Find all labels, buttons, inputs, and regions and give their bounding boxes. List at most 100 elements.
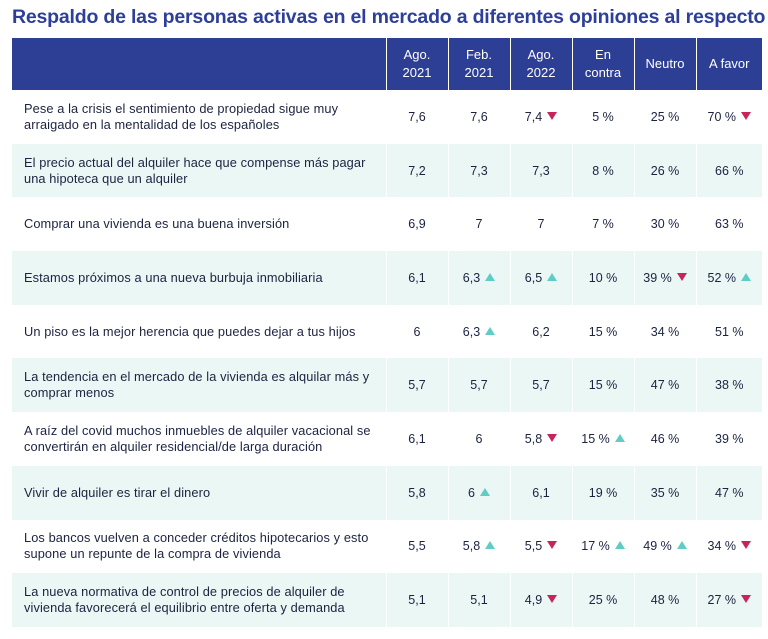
trend-up-icon [676,541,687,550]
cell-value: 51 % [715,324,744,339]
statement-cell: El precio actual del alquiler hace que c… [12,143,387,198]
cell-ago-2021: 7,6 [386,90,449,144]
cell-feb-2021: 5,8 [448,519,511,574]
cell-en-contra: 8 % [572,143,635,198]
table-row: A raíz del covid muchos inmuebles de alq… [12,412,762,466]
cell-en-contra: 7 % [572,197,635,252]
cell-value: 8 % [592,163,614,178]
cell-value: 6 [413,324,421,339]
cell-value: 47 % [715,485,744,500]
trend-up-icon [485,541,496,550]
cell-ago-2021: 6,9 [386,197,449,252]
cell-ago-2021: 7,2 [386,143,449,198]
table-header: Ago. 2021 Feb. 2021 Ago. 2022 En contra Neu… [12,38,762,90]
statement-cell: Un piso es la mejor herencia que puedes … [12,304,387,359]
cell-value: 7,3 [532,163,550,178]
cell-value: 6,3 [462,324,481,339]
header-neutro: Neutro [634,38,697,90]
trend-up-icon [485,326,496,335]
cell-value: 5,5 [524,539,543,554]
trend-up-icon [741,272,751,281]
cell-value: 5,1 [470,593,488,608]
cell-value: 7,2 [408,163,426,178]
cell-a-favor: 51 % [696,304,762,359]
cell-value: 5,5 [408,539,426,554]
trend-down-icon [547,595,558,604]
cell-value: 26 % [650,163,680,178]
cell-en-contra: 15 % [572,304,635,359]
cell-feb-2021: 5,7 [448,358,511,413]
cell-value: 6,1 [408,270,426,285]
cell-ago-2022: 7,4 [510,90,573,144]
cell-value: 7,4 [524,109,543,124]
cell-value: 47 % [650,378,680,393]
trend-up-icon [614,541,625,550]
header-ago-2021: Ago. 2021 [386,38,449,90]
statement-cell: A raíz del covid muchos inmuebles de alq… [12,412,387,466]
cell-value: 63 % [715,217,744,232]
cell-value: 4,9 [524,593,543,608]
cell-ago-2022: 6,2 [510,304,573,359]
cell-value: 5,1 [408,593,426,608]
cell-a-favor: 70 % [696,90,762,144]
cell-ago-2022: 5,8 [510,412,573,466]
trend-up-icon [479,487,490,496]
cell-ago-2022: 4,9 [510,573,573,627]
cell-value: 5,7 [470,378,488,393]
cell-value: 7,6 [408,109,426,124]
table-row: Comprar una vivienda es una buena invers… [12,197,762,252]
trend-down-icon [741,541,751,550]
cell-a-favor: 52 % [696,251,762,305]
cell-neutro: 48 % [634,573,697,627]
cell-value: 15 % [588,378,618,393]
header-row: Ago. 2021 Feb. 2021 Ago. 2022 En contra Neu… [12,38,762,90]
table-row: La tendencia en el mercado de la viviend… [12,358,762,413]
cell-value: 6 [468,485,475,500]
cell-value: 7,6 [470,109,488,124]
cell-a-favor: 63 % [696,197,762,252]
cell-a-favor: 34 % [696,519,762,574]
header-ago-2022: Ago. 2022 [510,38,573,90]
cell-value: 5,8 [462,539,481,554]
trend-down-icon [676,272,687,281]
cell-a-favor: 66 % [696,143,762,198]
cell-ago-2021: 5,8 [386,465,449,520]
cell-neutro: 47 % [634,358,697,413]
cell-value: 5,7 [532,378,550,393]
cell-en-contra: 15 % [572,412,635,466]
cell-value: 15 % [588,324,618,339]
header-en-contra: En contra [572,38,635,90]
cell-a-favor: 27 % [696,573,762,627]
opinions-table: Ago. 2021 Feb. 2021 Ago. 2022 En contra Neu… [12,38,762,627]
cell-en-contra: 25 % [572,573,635,627]
cell-value: 6,9 [408,217,426,232]
statement-cell: Pese a la crisis el sentimiento de propi… [12,90,387,144]
statement-cell: Estamos próximos a una nueva burbuja inm… [12,251,387,305]
cell-value: 34 % [707,539,737,554]
cell-value: 6,5 [524,270,543,285]
cell-value: 6 [475,431,483,446]
cell-value: 25 % [588,593,618,608]
cell-neutro: 25 % [634,90,697,144]
cell-neutro: 49 % [634,519,697,574]
trend-down-icon [547,111,558,120]
cell-value: 38 % [715,378,744,393]
cell-ago-2021: 5,1 [386,573,449,627]
header-a-favor: A favor [696,38,762,90]
trend-up-icon [485,272,496,281]
cell-value: 6,1 [532,485,550,500]
statement-cell: Vivir de alquiler es tirar el dinero [12,465,387,520]
cell-value: 19 % [588,485,618,500]
cell-value: 46 % [650,431,680,446]
trend-down-icon [547,541,558,550]
cell-a-favor: 39 % [696,412,762,466]
cell-neutro: 46 % [634,412,697,466]
cell-value: 10 % [588,270,618,285]
cell-value: 66 % [715,163,744,178]
cell-ago-2022: 5,7 [510,358,573,413]
cell-en-contra: 15 % [572,358,635,413]
cell-value: 17 % [581,539,610,554]
cell-en-contra: 5 % [572,90,635,144]
cell-en-contra: 10 % [572,251,635,305]
cell-value: 35 % [650,485,680,500]
